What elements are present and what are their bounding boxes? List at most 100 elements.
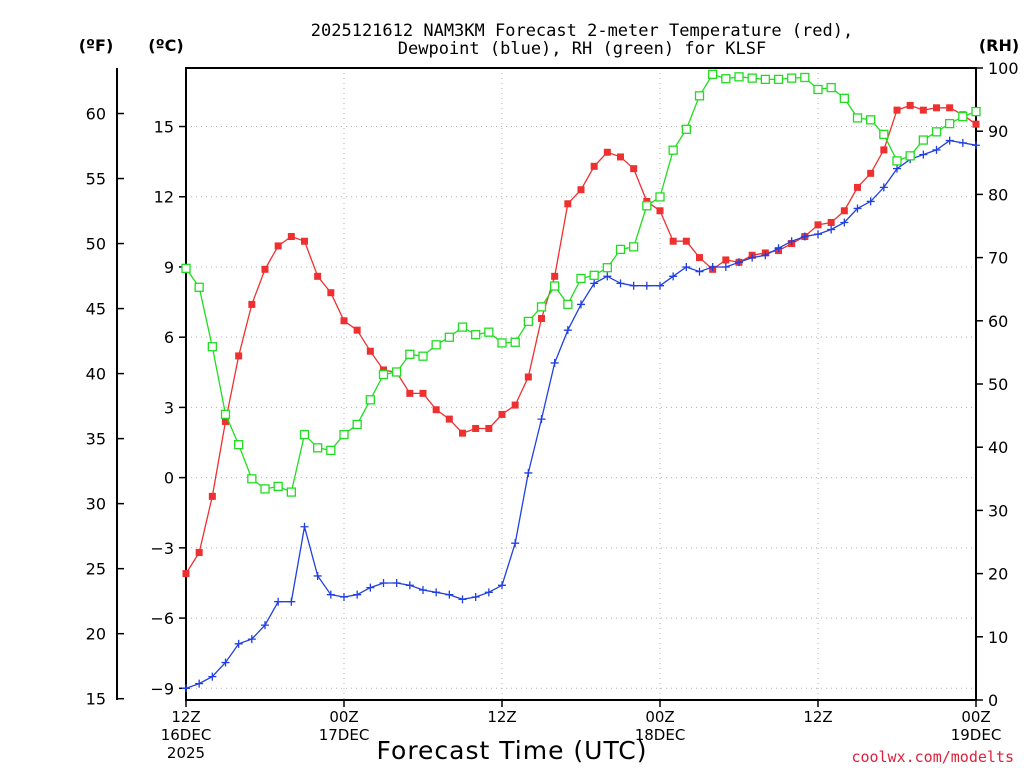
celsius-tick-label: 15 (154, 118, 174, 137)
celsius-axis: −9 −6 −3 0 3 6 9 12 15 (150, 118, 186, 698)
data-point (827, 225, 836, 234)
data-point (392, 367, 402, 377)
data-point (748, 253, 757, 262)
data-point (577, 300, 585, 309)
rh-tick-label: 80 (988, 185, 1008, 204)
data-point (352, 419, 362, 430)
data-point (484, 327, 494, 337)
data-point (840, 218, 849, 227)
data-point (656, 207, 664, 215)
data-point (946, 104, 954, 112)
data-point (353, 326, 361, 334)
data-point (735, 258, 743, 267)
data-point (773, 74, 784, 85)
data-point (972, 141, 980, 150)
data-point (313, 571, 322, 580)
data-point (629, 242, 639, 252)
data-point (339, 429, 349, 440)
data-point (892, 156, 902, 166)
data-point (194, 282, 204, 292)
data-point (854, 183, 861, 191)
data-point (484, 588, 493, 597)
data-point (471, 330, 481, 340)
data-point (603, 148, 611, 156)
fahrenheit-tick-label: 30 (86, 495, 106, 514)
rh-tick-label: 90 (988, 122, 1008, 141)
time-tick-label: 00Z (329, 708, 358, 726)
data-point (840, 207, 848, 215)
data-point (590, 162, 598, 170)
data-point (853, 204, 862, 213)
data-point (787, 237, 796, 246)
fahrenheit-tick-label: 55 (86, 170, 106, 189)
data-point (523, 316, 533, 327)
plot-frame (185, 67, 977, 701)
data-point (418, 351, 428, 361)
data-point (760, 74, 770, 85)
data-point (365, 395, 375, 405)
data-point (761, 251, 770, 260)
data-point (340, 317, 348, 325)
rh-tick-label: 50 (988, 375, 1008, 394)
data-point (537, 415, 546, 424)
fahrenheit-tick-label: 35 (86, 430, 106, 449)
data-point (208, 672, 217, 681)
data-point (721, 262, 730, 271)
data-point (326, 590, 335, 599)
time-tick-label: 12Z (487, 708, 516, 726)
time-tick-label: 00Z (645, 708, 674, 726)
data-point (827, 218, 835, 226)
data-point (603, 272, 612, 281)
data-point (300, 522, 309, 531)
series-line (185, 73, 977, 494)
data-point (445, 590, 454, 599)
data-point (839, 93, 849, 103)
series-layer (181, 69, 981, 693)
credit-text: coolwx.com/modelts (851, 748, 1014, 766)
data-point (195, 679, 204, 688)
data-point (287, 597, 296, 606)
data-point (564, 200, 572, 208)
data-point (524, 468, 533, 477)
data-point (774, 244, 783, 253)
fahrenheit-tick-label: 45 (86, 300, 106, 319)
data-point (274, 597, 283, 606)
data-point (576, 273, 586, 284)
fahrenheit-tick-label: 15 (86, 690, 106, 709)
data-point (222, 417, 229, 425)
data-point (747, 73, 757, 83)
data-point (419, 389, 427, 397)
rh-tick-label: 30 (988, 501, 1008, 520)
data-point (235, 352, 243, 360)
data-point (681, 124, 691, 134)
data-point (867, 169, 875, 177)
data-point (498, 410, 506, 418)
data-point (734, 72, 744, 82)
data-point (722, 256, 730, 264)
data-point (260, 484, 270, 494)
series-rh (181, 69, 981, 497)
data-point (550, 358, 559, 367)
time-tick-label: 17DEC (319, 726, 370, 744)
data-point (893, 164, 901, 173)
fahrenheit-tick-label: 25 (86, 560, 106, 579)
data-point (629, 281, 638, 290)
data-point (590, 279, 599, 288)
data-point (379, 578, 388, 587)
data-point (669, 272, 678, 281)
data-point (551, 272, 559, 280)
data-point (445, 415, 453, 423)
data-point (234, 440, 244, 450)
data-point (617, 153, 624, 161)
data-point (524, 373, 532, 381)
celsius-tick-label: −6 (150, 609, 174, 628)
data-point (694, 91, 705, 101)
data-point (366, 583, 375, 592)
grid-lines (186, 68, 976, 700)
data-point (642, 201, 652, 211)
data-point (577, 186, 585, 194)
data-point (708, 69, 718, 79)
celsius-tick-label: 12 (154, 188, 174, 207)
data-point (682, 262, 691, 271)
celsius-unit-label: (ºC) (148, 36, 183, 55)
